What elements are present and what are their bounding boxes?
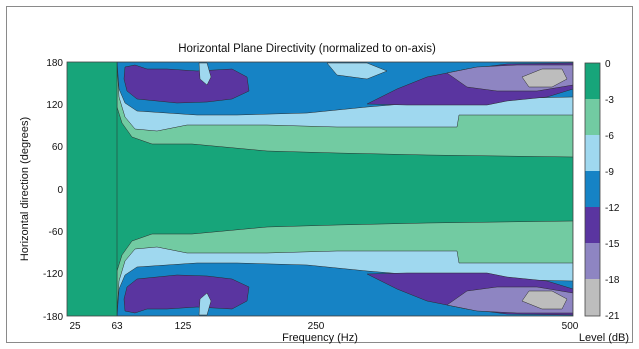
plot-area (67, 62, 573, 316)
colorbar-level-6 (585, 135, 600, 171)
contour-upper-minus15-a (123, 64, 250, 104)
x-axis-label: Frequency (Hz) (282, 332, 358, 344)
colorbar-tick: -9 (605, 167, 614, 178)
x-tick-label: 250 (308, 321, 325, 332)
colorbar-level-12 (585, 207, 600, 243)
y-tick-label: 180 (46, 58, 63, 69)
x-axis: 25 63 125 250 500 (69, 321, 578, 332)
colorbar-level-18 (585, 279, 600, 316)
y-axis: 180 120 60 0 -60 -120 -180 (43, 58, 63, 323)
y-tick-label: -180 (43, 312, 63, 323)
directivity-chart: Horizontal Plane Directivity (normalized… (19, 43, 629, 344)
plot-border (66, 61, 574, 317)
colorbar-tick: -3 (605, 95, 614, 106)
y-tick-label: 0 (57, 185, 63, 196)
colorbar-level-15 (585, 243, 600, 279)
contour-upper-minus21 (521, 68, 568, 88)
colorbar-border (584, 62, 601, 317)
contour-upper-minus9-patch-2 (326, 62, 388, 80)
x-tick-label: 500 (562, 321, 579, 332)
colorbar-tick: -6 (605, 131, 614, 142)
contour-lower-minus15-a (123, 274, 250, 314)
colorbar-tick: -12 (605, 203, 620, 214)
colorbar-level-9 (585, 171, 600, 207)
x-tick-label: 125 (175, 321, 192, 332)
x-tick-label: 25 (69, 321, 81, 332)
y-tick-label: 60 (52, 142, 64, 153)
y-tick-label: -60 (49, 227, 64, 238)
y-tick-label: 120 (46, 100, 63, 111)
lower-half-mirror (67, 220, 573, 316)
contour-upper-minus9-patch (198, 62, 212, 86)
chart-title: Horizontal Plane Directivity (normalized… (178, 43, 436, 55)
colorbar: 0 -3 -6 -9 -12 -15 -18 -21 Level (dB) (579, 59, 629, 344)
lowfreq-zone (67, 62, 117, 316)
colorbar-label: Level (dB) (579, 332, 629, 344)
contour-lower-minus9-patch (198, 292, 212, 316)
colorbar-tick: -18 (605, 275, 620, 286)
colorbar-level-0 (585, 63, 600, 99)
y-axis-label: Horizontal direction (degrees) (19, 117, 31, 261)
y-tick-label: -120 (43, 269, 63, 280)
colorbar-tick: 0 (605, 59, 611, 70)
contour-lower-minus21 (521, 290, 568, 310)
colorbar-tick: -21 (605, 311, 620, 322)
figure-frame: Horizontal Plane Directivity (normalized… (6, 6, 633, 344)
colorbar-tick: -15 (605, 239, 620, 250)
colorbar-level-3 (585, 99, 600, 135)
x-tick-label: 63 (111, 321, 123, 332)
